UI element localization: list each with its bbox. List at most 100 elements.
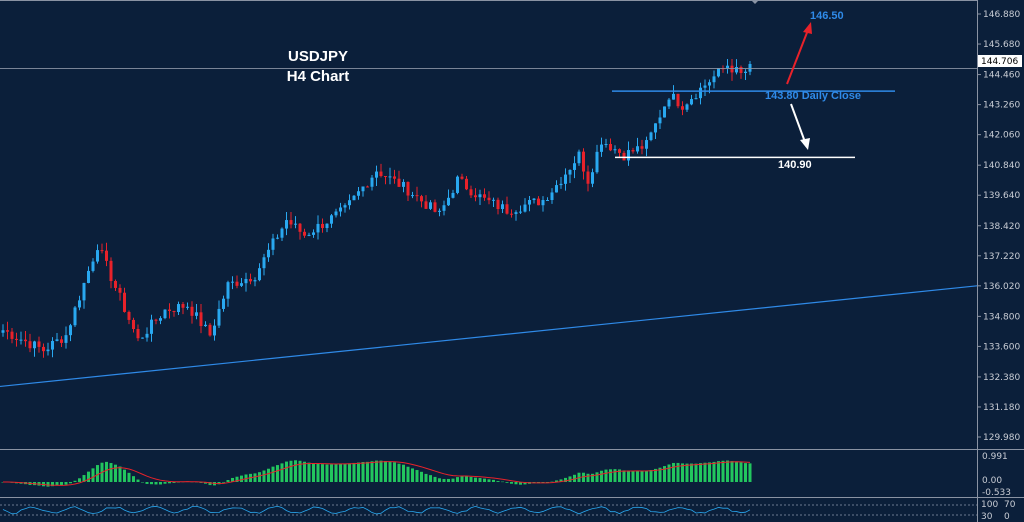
macd-bar bbox=[145, 482, 149, 484]
candle bbox=[690, 94, 693, 106]
candle bbox=[631, 147, 635, 154]
oscillator-panel[interactable] bbox=[0, 504, 977, 516]
candle bbox=[595, 144, 599, 174]
macd-bar bbox=[658, 467, 662, 482]
candle bbox=[613, 145, 617, 154]
macd-bar bbox=[231, 477, 234, 482]
candle bbox=[249, 273, 252, 285]
candle bbox=[694, 93, 698, 100]
candle bbox=[483, 188, 486, 201]
macd-bar bbox=[397, 463, 401, 482]
candle bbox=[267, 243, 270, 262]
macd-bar bbox=[703, 462, 707, 482]
macd-bar bbox=[487, 479, 491, 482]
candle bbox=[348, 194, 351, 210]
macd-bar bbox=[654, 468, 657, 482]
current-price-tag bbox=[978, 55, 1022, 67]
macd-bar bbox=[483, 478, 486, 482]
y-tick-label: 145.680 bbox=[983, 40, 1020, 50]
candle bbox=[213, 319, 216, 341]
candle bbox=[60, 336, 63, 347]
candle bbox=[717, 68, 720, 78]
candle bbox=[451, 189, 455, 199]
candle bbox=[703, 79, 707, 97]
macd-bar bbox=[555, 480, 558, 482]
trendline[interactable] bbox=[0, 285, 978, 388]
macd-bar bbox=[712, 461, 716, 482]
candle bbox=[541, 196, 545, 212]
candle bbox=[352, 194, 356, 201]
macd-bar bbox=[420, 471, 423, 482]
candle bbox=[231, 276, 234, 290]
macd-bar bbox=[51, 482, 54, 487]
macd-bar bbox=[442, 478, 446, 482]
candle bbox=[168, 303, 171, 319]
candle bbox=[64, 326, 68, 349]
candle bbox=[357, 186, 360, 200]
price-axis[interactable]: 146.880 145.680 144.460 143.260 142.060 140.8… bbox=[977, 10, 1020, 443]
macd-bar bbox=[375, 460, 378, 482]
candle bbox=[726, 59, 729, 74]
candle bbox=[28, 333, 32, 353]
candle bbox=[699, 82, 702, 105]
macd-bar bbox=[559, 479, 563, 482]
candle bbox=[33, 340, 36, 357]
macd-bar bbox=[622, 470, 626, 482]
macd-bar bbox=[447, 478, 450, 482]
macd-bar bbox=[591, 473, 594, 482]
candle bbox=[190, 301, 194, 324]
candle bbox=[285, 211, 288, 236]
macd-bar bbox=[609, 469, 612, 482]
osc-axis: 100 70 30 0 bbox=[981, 500, 1016, 522]
macd-bar bbox=[406, 466, 410, 482]
chart-title: USDJPY bbox=[288, 48, 348, 65]
candle bbox=[312, 229, 315, 238]
macd-bar bbox=[343, 463, 347, 482]
candle bbox=[294, 216, 297, 229]
candle bbox=[667, 98, 671, 110]
candle bbox=[618, 148, 621, 158]
support-label: 140.90 bbox=[778, 159, 812, 171]
candle bbox=[555, 180, 558, 193]
macd-bar bbox=[91, 468, 95, 482]
macd-tick: 0.00 bbox=[982, 476, 1002, 486]
candle bbox=[150, 314, 153, 342]
macd-bar bbox=[478, 478, 482, 482]
macd-bar bbox=[672, 462, 675, 482]
candle bbox=[591, 168, 594, 188]
target-label-up: 146.50 bbox=[810, 10, 844, 22]
candle bbox=[640, 139, 644, 155]
macd-bar bbox=[204, 482, 207, 484]
candle bbox=[91, 258, 95, 273]
macd-bar bbox=[379, 460, 383, 482]
macd-bar bbox=[748, 463, 752, 482]
candle bbox=[528, 196, 531, 212]
macd-bar bbox=[276, 465, 279, 482]
candle bbox=[154, 318, 158, 325]
candle bbox=[217, 300, 221, 329]
macd-bar bbox=[339, 463, 342, 482]
macd-bar bbox=[469, 476, 473, 482]
candle bbox=[226, 280, 230, 307]
candle bbox=[424, 195, 428, 210]
candle bbox=[564, 168, 567, 191]
macd-bar bbox=[681, 463, 684, 482]
candle bbox=[514, 210, 518, 221]
macd-bar bbox=[636, 470, 639, 482]
macd-bar bbox=[96, 465, 99, 482]
candle bbox=[636, 137, 639, 154]
candle bbox=[69, 323, 72, 342]
candle bbox=[721, 65, 725, 73]
candle bbox=[339, 202, 342, 217]
candle bbox=[307, 232, 311, 237]
macd-bar bbox=[357, 462, 360, 482]
macd-panel[interactable] bbox=[1, 460, 752, 487]
daily-close-label: 143.80 Daily Close bbox=[765, 90, 861, 102]
candle bbox=[550, 188, 554, 204]
candle bbox=[577, 149, 581, 166]
candle bbox=[181, 301, 185, 315]
candle bbox=[654, 123, 657, 139]
candle bbox=[271, 233, 275, 256]
candle bbox=[330, 213, 333, 228]
